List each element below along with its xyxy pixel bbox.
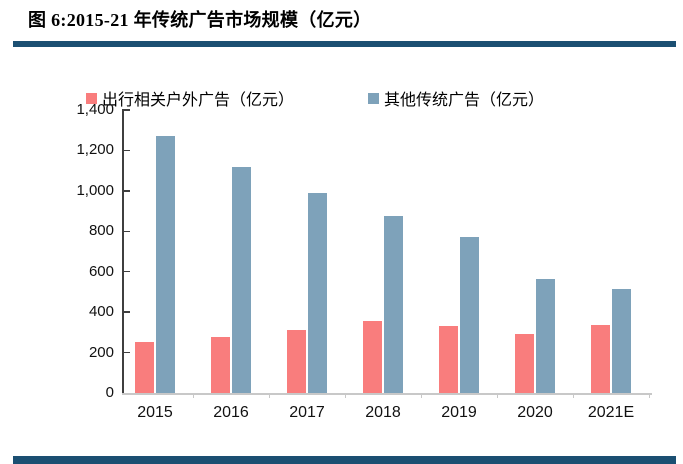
figure-title: 图 6:2015-21 年传统广告市场规模（亿元） [28, 10, 372, 30]
y-tick-label: 200 [88, 343, 114, 361]
x-axis-line [122, 393, 652, 395]
x-tick-label-2017: 2017 [289, 404, 325, 421]
y-axis-tick [122, 311, 130, 313]
bar-s1-2018 [384, 216, 403, 393]
legend-label: 其他传统广告（亿元） [384, 92, 545, 109]
y-tick-label: 1,400 [76, 101, 114, 118]
bar-s0-2020 [515, 334, 534, 393]
y-tick-label: 1,200 [76, 141, 114, 159]
y-tick-label: 600 [88, 262, 114, 280]
bar-s0-2019 [439, 326, 458, 393]
bar-s0-2021E [591, 325, 610, 393]
title-divider-rule [13, 41, 676, 47]
y-tick-label: 400 [88, 303, 114, 321]
x-axis-tick [497, 393, 498, 398]
y-tick-label: 800 [88, 222, 114, 240]
y-axis-line [122, 110, 124, 393]
bar-s1-2021E [612, 288, 631, 393]
bar-s0-2016 [211, 337, 230, 393]
x-tick-label-2018: 2018 [365, 404, 401, 421]
y-tick-label: 1,000 [76, 181, 114, 199]
y-axis-tick [122, 351, 130, 354]
y-axis-tick [122, 230, 130, 233]
legend-item: 其他传统广告（亿元） [368, 86, 544, 110]
y-tick-label: 0 [105, 384, 114, 401]
x-tick-label-2016: 2016 [213, 404, 249, 421]
x-tick-label-2021E: 2021E [587, 404, 635, 421]
legend-swatch-icon [368, 92, 379, 104]
x-tick-label-2020: 2020 [517, 404, 553, 421]
x-axis-tick [573, 393, 574, 398]
bar-s1-2020 [536, 278, 555, 393]
x-axis-tick [345, 393, 346, 398]
bottom-divider-rule [13, 456, 676, 464]
x-axis-tick [193, 393, 194, 398]
bar-s1-2019 [460, 237, 479, 393]
y-axis-tick [122, 270, 130, 273]
x-tick-label-2019: 2019 [441, 404, 477, 421]
bar-s0-2015 [135, 342, 154, 393]
y-axis-tick [122, 190, 130, 192]
bar-s0-2018 [363, 321, 382, 393]
bar-s1-2017 [308, 192, 327, 393]
y-axis-tick [122, 109, 130, 111]
y-axis-tick [122, 149, 130, 152]
bar-s0-2017 [287, 330, 306, 393]
legend-label: 出行相关户外广告（亿元） [102, 92, 295, 109]
legend-item: 出行相关户外广告（亿元） [86, 86, 294, 110]
bar-s1-2015 [156, 136, 175, 393]
bar-chart: 出行相关户外广告（亿元） 其他传统广告（亿元） 0 200 400 600 800 1,000… [0, 52, 683, 452]
legend-swatch-icon [86, 92, 97, 104]
x-tick-label-2015: 2015 [137, 404, 173, 421]
bar-s1-2016 [232, 166, 251, 393]
x-axis-tick [649, 393, 650, 398]
x-axis-tick [421, 393, 422, 398]
x-axis-tick [269, 393, 270, 398]
